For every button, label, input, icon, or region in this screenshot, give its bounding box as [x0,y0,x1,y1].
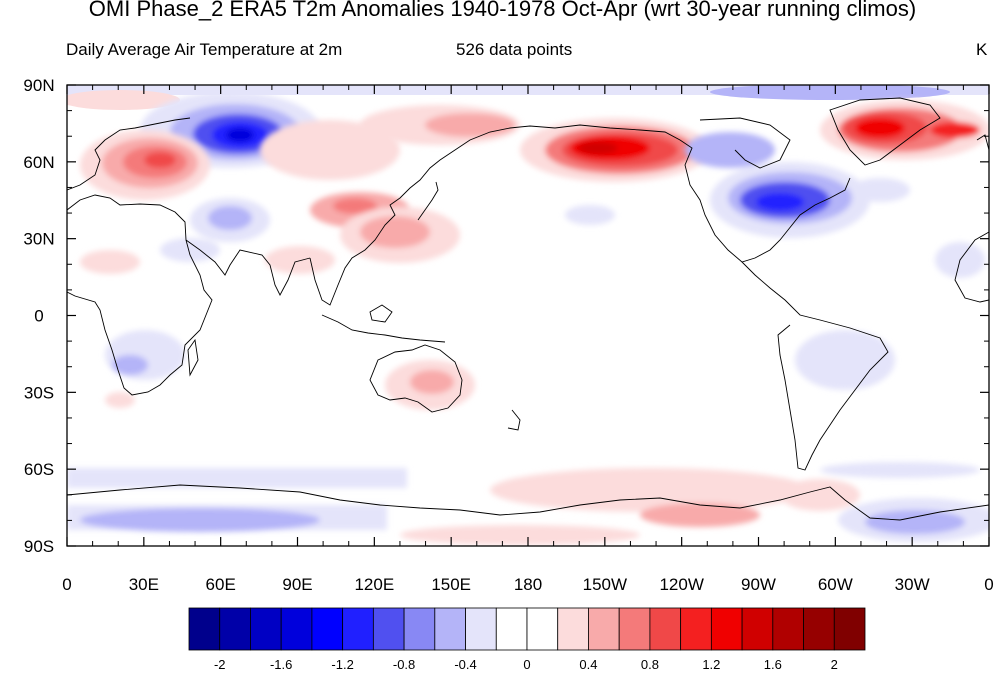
lon-tick-label: 30E [129,575,159,594]
colorbar-label: 1.6 [764,657,782,672]
colorbar-swatch [710,607,743,651]
variable-subtitle: Daily Average Air Temperature at 2m [66,40,343,59]
latitude-axis: 90N 60N 30N 0 30S 60S 90S [23,76,989,556]
lat-tick-label: 60N [23,153,54,172]
colorbar-swatch [219,607,251,651]
coast-madagascar [187,338,199,377]
coast-greenland [829,97,941,166]
colorbar-swatch [434,607,466,651]
colorbar: -2 -1.6 -1.2 -0.8 -0.4 0 0.4 0.8 1.2 1.6 2 [188,607,866,672]
colorbar-swatch [342,607,374,651]
units-label: K [976,40,988,59]
coast-arabia-india [185,239,311,296]
colorbar-swatch [557,607,589,651]
coastlines [67,97,989,521]
coast-south-america [741,261,889,471]
data-points-subtitle: 526 data points [456,40,573,59]
colorbar-swatch [311,607,344,651]
coast-europe-north [67,117,191,191]
europe-warm-anomaly [80,130,210,200]
coast-borneo [369,304,393,323]
lat-tick-label: 0 [34,307,43,326]
coast-australia [369,344,463,413]
colorbar-label: -0.4 [454,657,476,672]
colorbar-label: -1.6 [270,657,292,672]
colorbar-swatch [803,607,835,651]
north-pacific-warm-band [360,105,520,145]
colorbar-label: -2 [214,657,226,672]
colorbar-swatch [495,607,528,651]
lon-tick-label: 180 [514,575,542,594]
antarctic-anomalies [67,462,989,545]
colorbar-swatch [741,607,774,651]
lon-tick-label: 120E [354,575,394,594]
lat-tick-label: 30N [23,230,54,249]
colorbar-label: -0.8 [393,657,415,672]
coast-north-america [554,124,851,263]
colorbar-swatch [372,607,405,651]
coast-africa-europe [67,194,213,396]
colorbar-label: 2 [831,657,838,672]
colorbar-label: 0.8 [641,657,659,672]
arctic-cool-patch [710,85,950,100]
coast-west-africa-edge [954,231,989,303]
map-title: OMI Phase_2 ERA5 T2m Anomalies 1940-1978… [88,0,917,21]
north-america-cold-anomaly [685,132,910,238]
colorbar-swatch [680,607,712,651]
colorbar-swatch [588,607,620,651]
colorbar-swatch [250,607,282,651]
lat-tick-label: 30S [24,383,54,402]
colorbar-label: 0 [523,657,530,672]
colorbar-swatch [833,607,866,651]
lon-tick-label: 30W [895,575,930,594]
colorbar-label: 1.2 [702,657,720,672]
lat-tick-label: 60S [24,460,54,479]
lon-tick-label: 120W [659,575,703,594]
lon-tick-label: 60E [206,575,236,594]
coast-hudson-bay [699,117,791,169]
colorbar-swatch [618,607,651,651]
colorbar-swatch [403,607,436,651]
colorbar-swatch [188,607,221,651]
coast-japan [417,181,439,221]
colorbar-swatch [649,607,682,651]
lat-tick-label: 90N [23,76,54,95]
coast-uk [976,134,989,151]
lon-tick-label: 0 [62,575,71,594]
east-asia-warm-anomaly [80,120,460,274]
coast-indonesia [321,314,446,343]
alaska-warm-anomaly [520,118,710,182]
colorbar-label: 0.4 [579,657,597,672]
tropics-patches [105,205,985,410]
colorbar-swatch [280,607,313,651]
central-asia-cool-anomaly [160,198,270,262]
lon-tick-label: 60W [818,575,853,594]
coast-antarctica [67,484,989,521]
colorbar-swatch [465,607,497,651]
lon-tick-label: 90W [741,575,776,594]
lat-tick-label: 90S [24,537,54,556]
colorbar-label: -1.2 [331,657,353,672]
anomaly-shading [67,85,989,545]
coast-new-zealand [507,409,521,431]
lon-tick-label: 150W [583,575,627,594]
colorbar-swatch [526,607,559,651]
coast-east-asia [309,125,556,306]
longitude-axis: 0 30E 60E 90E 120E 150E 180 150W 120W 90W 60W 30W 0 [62,85,994,594]
lon-tick-label: 90E [282,575,312,594]
arctic-warm-patch [67,90,180,110]
greenland-warm-anomaly [820,100,989,160]
lon-tick-label: 0 [984,575,993,594]
colorbar-swatch [772,607,804,651]
lon-tick-label: 150E [431,575,471,594]
